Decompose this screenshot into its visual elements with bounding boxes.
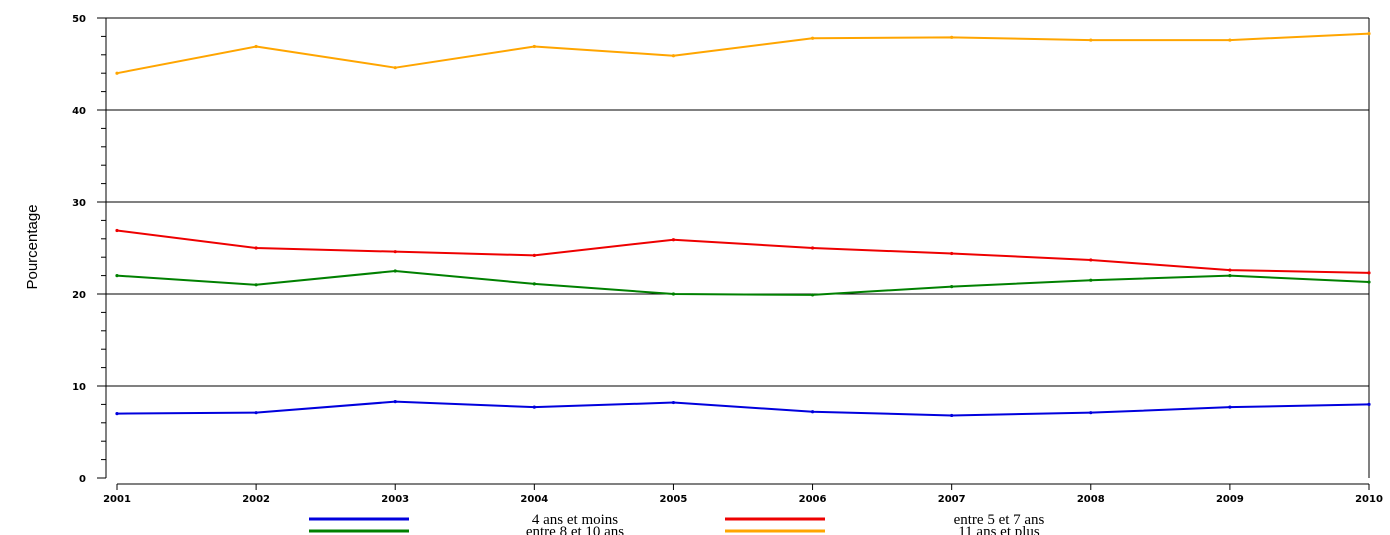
series-lines: [115, 32, 1370, 417]
data-point-3-2008: [1089, 279, 1092, 282]
y-tick-label-0: 0: [79, 474, 86, 485]
data-point-2-2010: [1367, 271, 1370, 274]
data-point-4-2004: [533, 45, 536, 48]
data-point-4-2006: [811, 37, 814, 40]
x-tick-label-2008: 2008: [1077, 494, 1105, 505]
data-point-1-2008: [1089, 411, 1092, 414]
data-point-3-2007: [950, 285, 953, 288]
data-point-2-2006: [811, 246, 814, 249]
data-point-1-2010: [1367, 403, 1370, 406]
data-point-3-2001: [115, 274, 118, 277]
data-point-2-2008: [1089, 258, 1092, 261]
series-line-1: [117, 402, 1369, 416]
data-point-1-2003: [394, 400, 397, 403]
x-tick-label-2009: 2009: [1216, 494, 1244, 505]
data-point-3-2002: [255, 283, 258, 286]
y-axis-ticks: 0 10 20 30 40 50: [72, 14, 106, 485]
data-point-2-2009: [1228, 268, 1231, 271]
data-point-1-2007: [950, 414, 953, 417]
data-point-1-2004: [533, 406, 536, 409]
data-point-3-2009: [1228, 274, 1231, 277]
data-point-4-2010: [1367, 32, 1370, 35]
x-tick-label-2010: 2010: [1355, 494, 1383, 505]
x-tick-label-2004: 2004: [520, 494, 548, 505]
data-point-2-2002: [255, 246, 258, 249]
x-axis-ticks: 2001 2002 2003 2004 2005 2006 2007 2008 2009 2010: [103, 484, 1383, 505]
data-point-4-2005: [672, 54, 675, 57]
y-tick-label-10: 10: [72, 382, 86, 393]
data-point-3-2003: [394, 269, 397, 272]
data-point-2-2004: [533, 254, 536, 257]
data-point-1-2005: [672, 401, 675, 404]
data-point-2-2001: [115, 229, 118, 232]
series-line-4: [117, 34, 1369, 74]
x-tick-label-2001: 2001: [103, 494, 131, 505]
x-tick-label-2002: 2002: [242, 494, 270, 505]
data-point-3-2006: [811, 293, 814, 296]
data-point-3-2010: [1367, 280, 1370, 283]
data-point-4-2003: [394, 66, 397, 69]
x-tick-label-2005: 2005: [660, 494, 688, 505]
y-tick-label-50: 50: [72, 14, 86, 25]
data-point-4-2009: [1228, 38, 1231, 41]
data-point-1-2009: [1228, 406, 1231, 409]
data-point-1-2002: [255, 411, 258, 414]
data-point-1-2001: [115, 412, 118, 415]
x-tick-label-2007: 2007: [938, 494, 966, 505]
grid: [106, 18, 1369, 386]
y-tick-label-40: 40: [72, 106, 86, 117]
data-point-4-2007: [950, 36, 953, 39]
data-point-4-2002: [255, 45, 258, 48]
series-line-3: [117, 271, 1369, 295]
y-tick-label-20: 20: [72, 290, 86, 301]
legend-label-4: 11 ans et plus: [958, 524, 1040, 535]
legend-label-3: entre 8 et 10 ans: [526, 524, 624, 535]
x-tick-label-2006: 2006: [799, 494, 827, 505]
data-point-4-2001: [115, 72, 118, 75]
data-point-2-2005: [672, 238, 675, 241]
y-tick-label-30: 30: [72, 198, 86, 209]
data-point-3-2005: [672, 292, 675, 295]
data-point-2-2007: [950, 252, 953, 255]
x-tick-label-2003: 2003: [381, 494, 409, 505]
y-axis-label: Pourcentage: [24, 204, 41, 289]
data-point-2-2003: [394, 250, 397, 253]
data-point-4-2008: [1089, 38, 1092, 41]
series-line-2: [117, 231, 1369, 273]
data-point-1-2006: [811, 410, 814, 413]
axes: [106, 18, 1369, 484]
data-point-3-2004: [533, 282, 536, 285]
